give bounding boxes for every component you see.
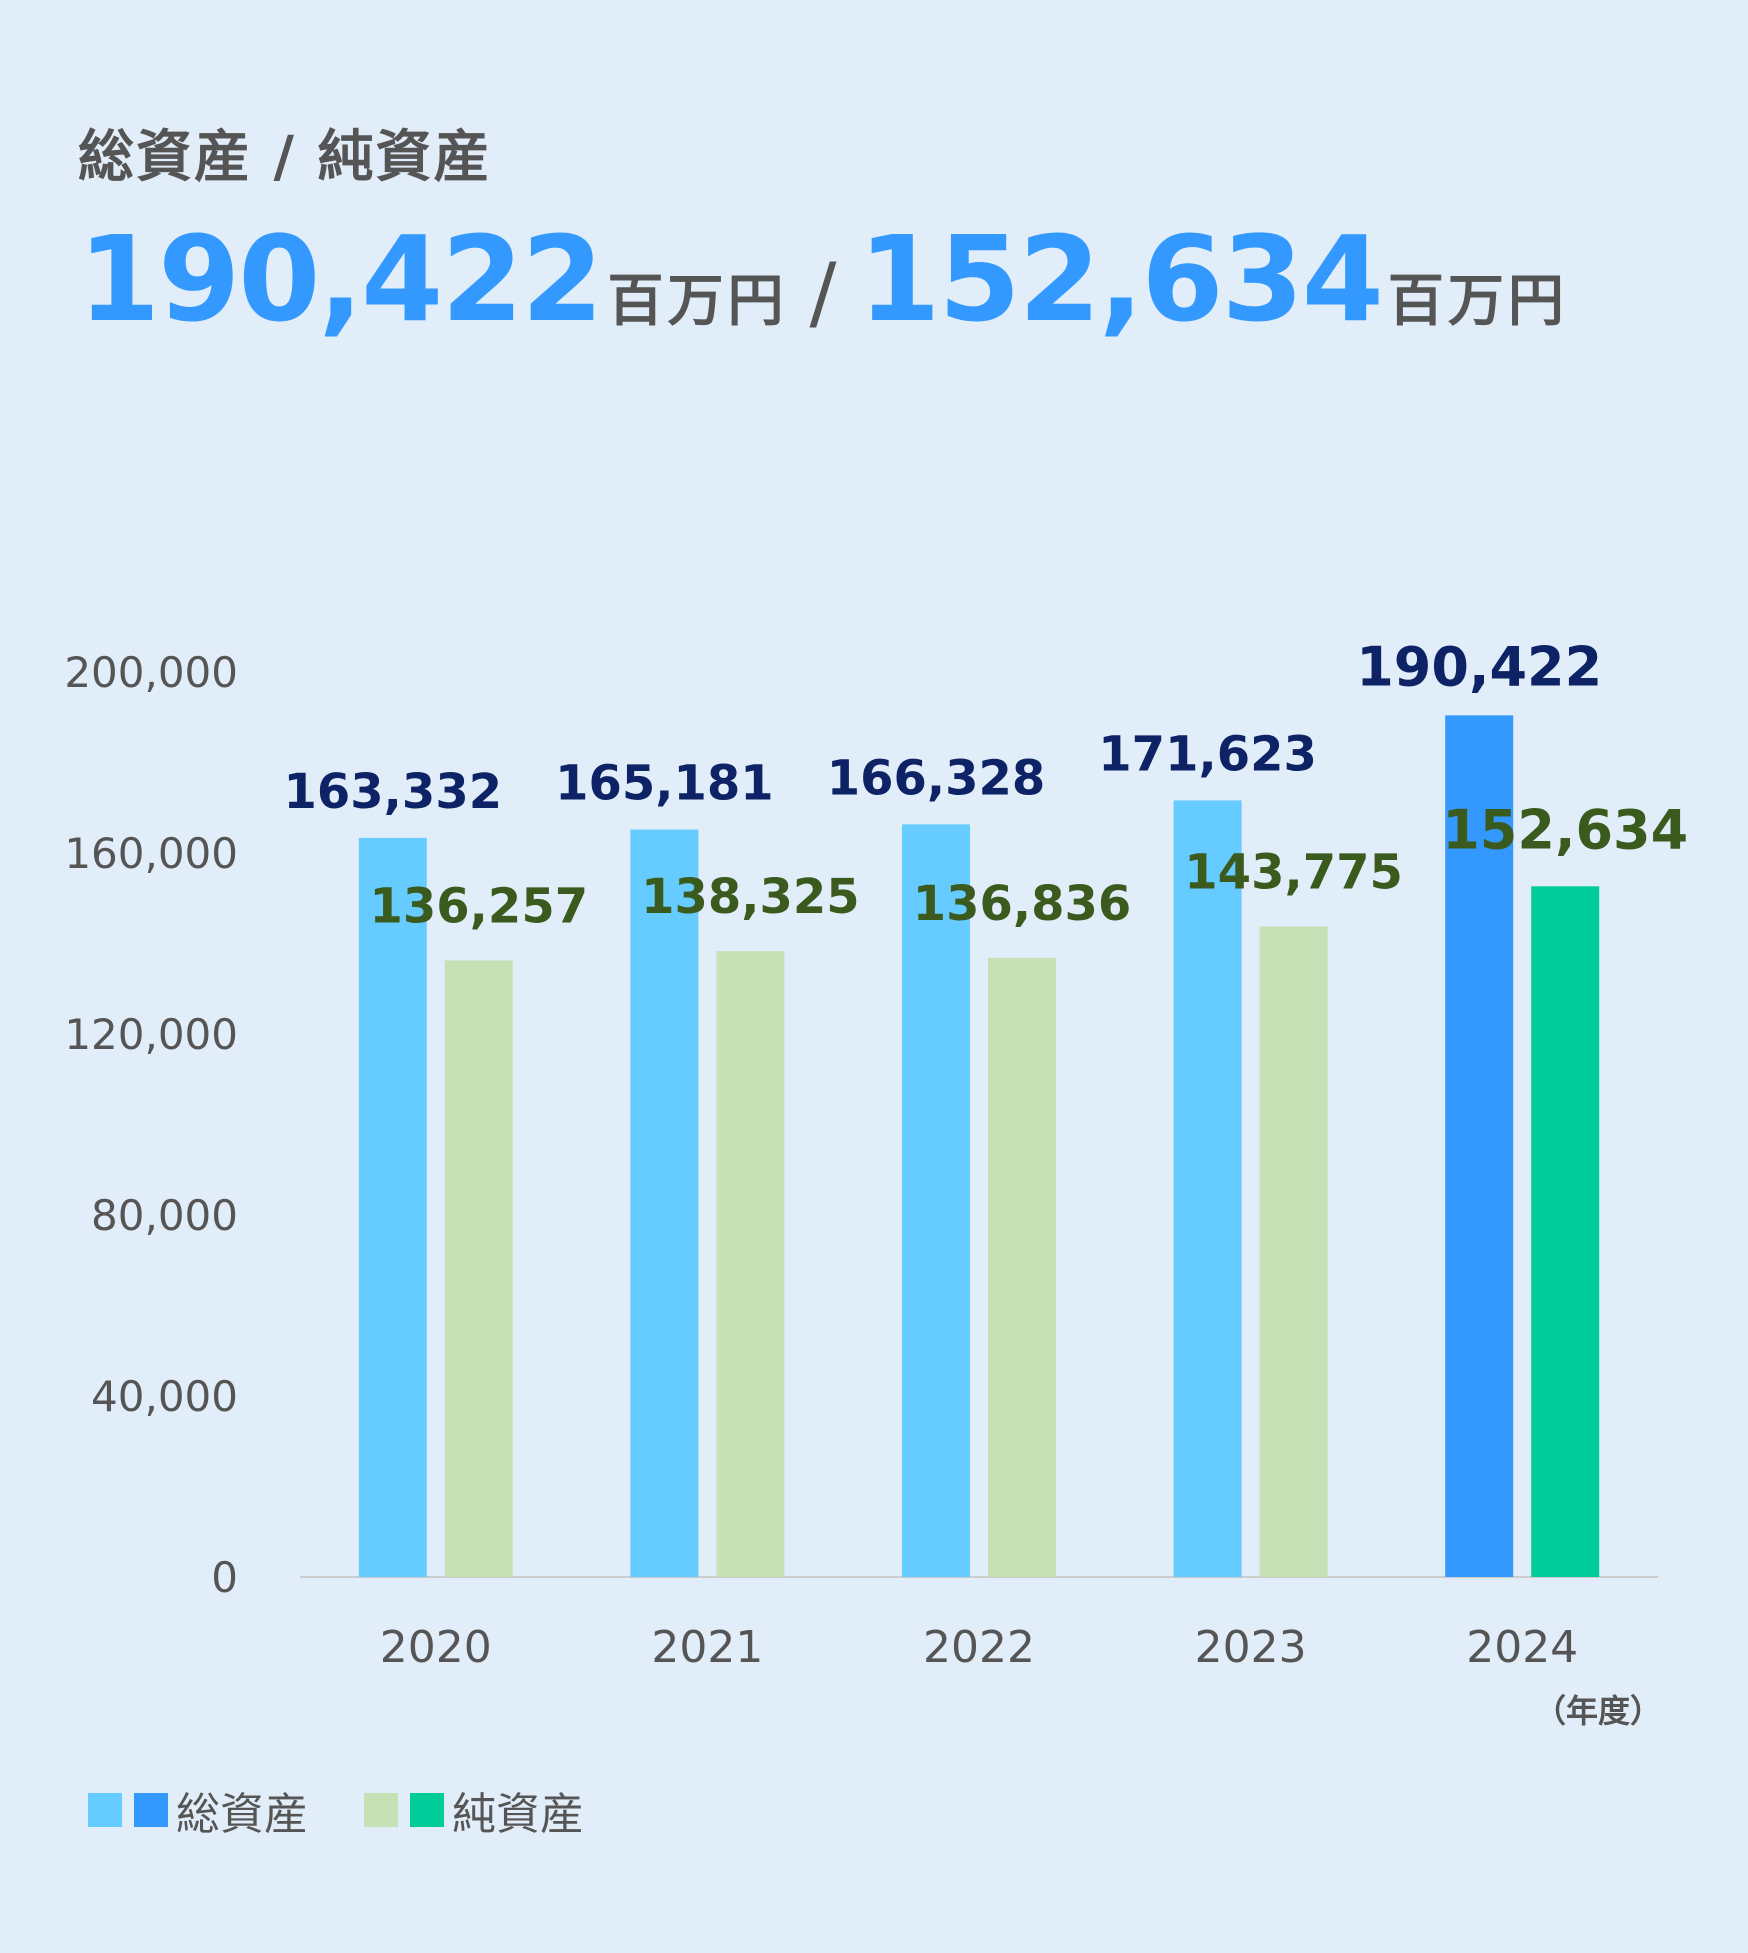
x-tick-label: 2020	[380, 1622, 492, 1673]
bar-total-assets	[630, 829, 699, 1577]
x-tick-label: 2022	[923, 1622, 1035, 1673]
y-tick-label: 200,000	[64, 648, 238, 697]
headline-net-unit: 百万円	[1387, 269, 1568, 334]
bar-net-assets	[716, 951, 785, 1577]
y-tick-label: 80,000	[91, 1191, 238, 1240]
x-tick-label: 2024	[1466, 1622, 1578, 1673]
legend: 総資産 純資産	[88, 1778, 640, 1842]
x-tick-label: 2021	[651, 1622, 763, 1673]
data-label-net-assets: 152,634	[1442, 798, 1688, 861]
bar-total-assets	[358, 837, 427, 1577]
y-tick-label: 120,000	[64, 1010, 238, 1059]
bar-total-assets	[902, 824, 970, 1577]
data-label-total-assets: 171,623	[1098, 726, 1317, 782]
data-label-net-assets: 136,836	[913, 876, 1132, 932]
legend-swatch-net-highlight	[410, 1793, 444, 1827]
bar-net-assets	[988, 957, 1056, 1577]
x-tick-label: 2023	[1195, 1622, 1307, 1673]
y-tick-label: 160,000	[64, 829, 238, 878]
data-label-net-assets: 136,257	[369, 878, 588, 934]
headline-total-unit: 百万円	[607, 269, 788, 334]
data-label-net-assets: 143,775	[1184, 844, 1403, 900]
headline-net-assets: 152,634	[858, 210, 1383, 348]
data-label-total-assets: 165,181	[555, 756, 774, 812]
y-tick-label: 0	[211, 1553, 238, 1602]
y-tick-label: 40,000	[91, 1372, 238, 1421]
bar-net-assets	[1259, 926, 1328, 1577]
data-label-net-assets: 138,325	[641, 869, 860, 925]
bar-total-assets	[1173, 800, 1242, 1577]
legend-label-total: 総資産	[176, 1789, 308, 1840]
headline-separator: /	[809, 246, 837, 339]
bar-net-assets	[444, 960, 513, 1577]
data-label-total-assets: 163,332	[283, 764, 502, 820]
headline-figures: 190,422 百万円/152,634 百万円	[78, 210, 1568, 348]
x-axis-label: （年度）	[1534, 1692, 1662, 1730]
headline-total-assets: 190,422	[78, 210, 603, 348]
bar-net-assets	[1531, 886, 1600, 1577]
data-label-total-assets: 190,422	[1356, 635, 1602, 698]
chart-title: 総資産 / 純資産	[78, 125, 492, 190]
legend-swatch-net	[364, 1793, 398, 1827]
legend-label-net: 純資産	[452, 1789, 584, 1840]
legend-swatch-total	[88, 1793, 122, 1827]
data-label-total-assets: 166,328	[827, 750, 1046, 806]
legend-swatch-total-highlight	[134, 1793, 168, 1827]
bar-total-assets	[1445, 715, 1514, 1577]
